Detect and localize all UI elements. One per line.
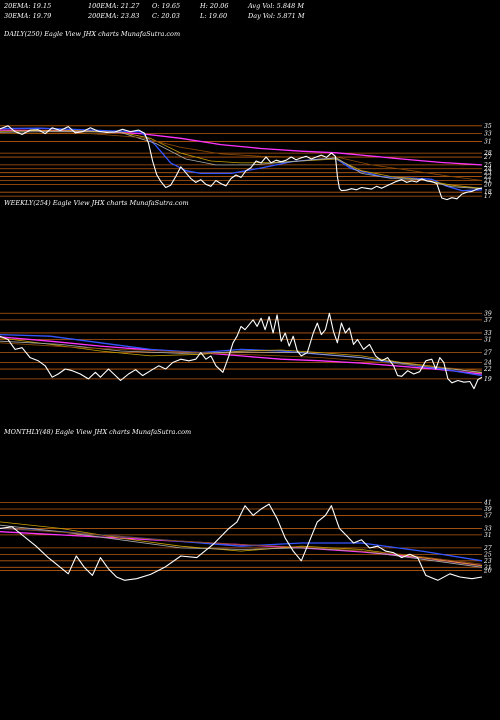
monthly-tick-label: 20 [483, 568, 492, 575]
daily-tick-label: 23 [483, 170, 492, 177]
day-vol-value: Day Vol: 5.871 M [248, 12, 305, 20]
daily-tick-label: 20 [483, 181, 492, 188]
monthly-tick-label: 39 [484, 506, 492, 513]
daily-tick-label: 31 [484, 138, 492, 145]
weekly-tick-label: 19 [484, 376, 492, 383]
ema30-value: 30EMA: 19.79 [4, 12, 52, 20]
daily-price-line [0, 125, 483, 201]
weekly-ema-line-5 [0, 342, 483, 372]
daily-chart-title: DAILY(250) Eagle View JHX charts MunafaS… [4, 30, 181, 38]
monthly-price-line [0, 503, 483, 581]
daily-tick-label: 24 [483, 166, 492, 173]
daily-tick-label: 21 [483, 177, 492, 184]
weekly-ema-line-4 [0, 340, 483, 373]
weekly-tick-label: 27 [483, 350, 492, 357]
weekly-tick-label: 31 [484, 337, 492, 344]
weekly-tick-label: 33 [484, 330, 492, 337]
high-value: H: 20.06 [200, 2, 229, 10]
daily-tick-label: 18 [484, 189, 492, 196]
weekly-price-line [0, 312, 483, 390]
open-value: O: 19.65 [152, 2, 181, 10]
monthly-tick-label: 27 [483, 545, 492, 552]
low-value: L: 19.60 [200, 12, 228, 20]
daily-tick-label: 22 [483, 174, 492, 181]
ema200-value: 200EMA: 23.83 [88, 12, 140, 20]
weekly-ema-line-1 [0, 336, 483, 375]
monthly-tick-label: 21 [483, 564, 492, 571]
monthly-tick-label: 41 [483, 499, 492, 506]
daily-tick-label: 33 [484, 131, 492, 138]
monthly-ema-line-3 [0, 521, 483, 567]
weekly-tick-label: 39 [484, 310, 492, 317]
daily-ema-line-5 [0, 132, 483, 181]
daily-ema-line-2 [0, 127, 483, 192]
monthly-ema-line-5 [0, 528, 483, 565]
weekly-tick-label: 22 [483, 366, 492, 373]
weekly-chart-title: WEEKLY(254) Eagle View JHX charts Munafa… [4, 199, 189, 207]
ema100-value: 100EMA: 21.27 [88, 2, 140, 10]
daily-tick-label: 27 [483, 154, 492, 161]
ema20-value: 20EMA: 19.15 [4, 2, 52, 10]
weekly-ema-line-3 [0, 337, 483, 374]
header-row-2: 30EMA: 19.79 200EMA: 23.83 C: 20.03 L: 1… [4, 12, 494, 21]
monthly-tick-label: 25 [483, 551, 492, 558]
daily-tick-label: 35 [484, 123, 492, 130]
header-row-1: 20EMA: 19.15 100EMA: 21.27 O: 19.65 H: 2… [4, 2, 494, 11]
monthly-tick-label: 23 [483, 558, 492, 565]
monthly-tick-label: 31 [484, 532, 492, 539]
weekly-tick-label: 24 [483, 359, 492, 366]
monthly-ema-line-4 [0, 524, 483, 568]
avg-vol-value: Avg Vol: 5.848 M [248, 2, 305, 10]
weekly-tick-label: 37 [484, 317, 492, 324]
daily-tick-label: 28 [483, 150, 492, 157]
monthly-tick-label: 37 [484, 512, 492, 519]
close-value: C: 20.03 [152, 12, 180, 20]
monthly-tick-label: 33 [484, 525, 492, 532]
daily-tick-label: 17 [484, 193, 492, 200]
daily-tick-label: 25 [483, 162, 492, 169]
monthly-chart-title: MONTHLY(48) Eagle View JHX charts Munafa… [4, 428, 192, 436]
